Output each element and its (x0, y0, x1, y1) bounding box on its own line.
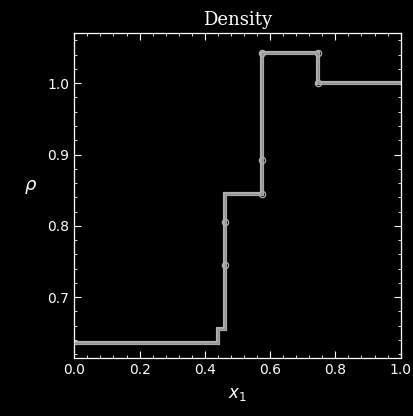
Title: Density: Density (203, 11, 272, 29)
Y-axis label: $\rho$: $\rho$ (24, 178, 38, 196)
X-axis label: $x_1$: $x_1$ (228, 385, 247, 403)
